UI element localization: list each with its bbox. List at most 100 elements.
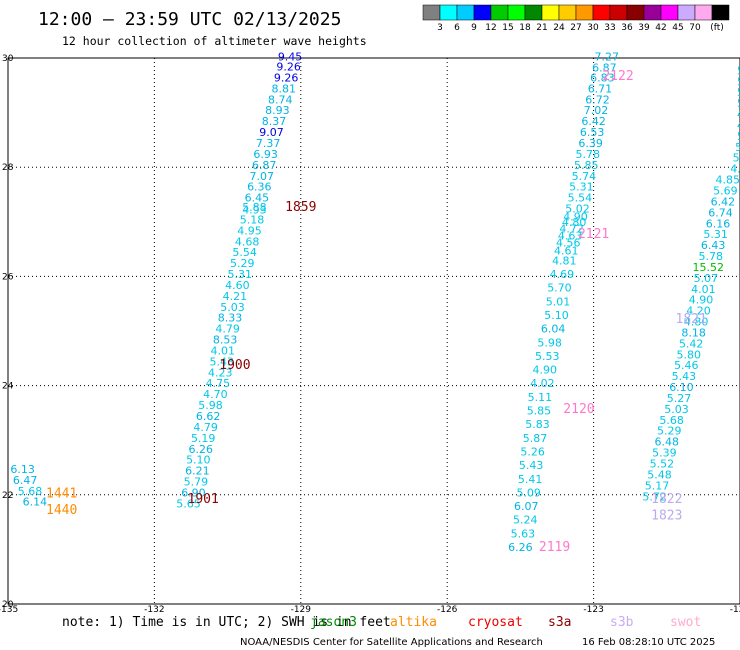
wave-height-point: 6.74 (708, 206, 733, 219)
wave-height-point: 9.26 (276, 61, 301, 74)
wave-height-point: 8.33 (218, 312, 243, 325)
wave-height-point: 4.80 (562, 216, 587, 229)
wave-height-point: 4.90 (563, 211, 588, 224)
wave-height-point: 5 (737, 75, 740, 88)
pass-time-label: 2120 (563, 402, 594, 417)
legend-label: 33 (604, 23, 615, 33)
wave-height-point: 6.14 (23, 496, 48, 509)
legend-label: 70 (689, 23, 701, 33)
wave-height-point: 5.26 (520, 445, 545, 458)
wave-height-point: 5.06 (737, 130, 740, 143)
wave-height-points: 9.459.269.268.818.748.938.379.077.376.93… (10, 51, 740, 554)
credit-text: NOAA/NESDIS Center for Satellite Applica… (240, 637, 543, 648)
legend-label: 21 (536, 23, 547, 33)
wave-height-point: 6.36 (247, 181, 272, 194)
wave-height-point: 5.46 (674, 359, 699, 372)
wave-height-point: 9.07 (259, 126, 284, 139)
legend-swatch (541, 4, 560, 21)
legend-swatch (677, 4, 696, 21)
wave-height-point: 5.10 (544, 309, 569, 322)
wave-height-point: 6.72 (585, 93, 610, 106)
pass-time-label: 2122 (602, 69, 633, 84)
y-tick-label: 28 (2, 163, 14, 173)
wave-height-point: 4.79 (215, 323, 240, 336)
wave-height-point: 5.39 (652, 447, 677, 460)
wave-height-point: 5.43 (519, 459, 544, 472)
pass-time-label: 1823 (651, 508, 682, 523)
wave-height-point: 5.19 (191, 432, 216, 445)
x-tick-label: -126 (437, 605, 458, 615)
wave-height-point: 4.01 (691, 283, 716, 296)
legend-swatch (694, 4, 713, 21)
note-text: note: 1) Time is in UTC; 2) SWH is in fe… (62, 615, 391, 630)
wave-height-point: 5.58 (733, 152, 740, 165)
legend-swatch (422, 4, 441, 21)
legend-swatch (592, 4, 611, 21)
wave-height-point: 5.48 (647, 468, 672, 481)
wave-height-point: 5.88 (242, 201, 267, 214)
color-legend: 3 6 9 12 15 18 21 24 27 30 33 36 39 42 45 70 (ft) (422, 4, 730, 33)
wave-height-point: 4.66 (730, 163, 740, 176)
legend-label: 30 (587, 23, 599, 33)
wave-height-point: 6.16 (706, 217, 731, 230)
wave-height-point: 6.87 (592, 62, 617, 75)
wave-height-point: 6.48 (655, 436, 680, 449)
wave-height-point: 4.20 (686, 305, 711, 318)
legend-label: 18 (519, 23, 531, 33)
wave-height-point: 5.87 (523, 432, 548, 445)
wave-height-point: 6.21 (185, 465, 210, 478)
wave-height-point: 4.75 (206, 377, 231, 390)
wave-height-point: 9.26 (274, 71, 299, 84)
wave-height-point: 4.61 (554, 245, 579, 258)
pass-time-label: 1822 (651, 492, 682, 507)
wave-height-point: 6.04 (541, 323, 566, 336)
wave-height-point: 7.27 (595, 51, 620, 64)
pass-time-label: 2121 (578, 227, 609, 242)
wave-height-point: 4.68 (235, 235, 260, 248)
wave-height-point: 5.43 (672, 370, 697, 383)
wave-height-point: 5.24 (513, 514, 538, 527)
wave-height-point: 4.60 (225, 279, 250, 292)
wave-height-point: 6.39 (578, 137, 603, 150)
wave-height-point: 6.42 (711, 195, 736, 208)
wave-height-point: 6.71 (588, 82, 613, 95)
pass-time-label: 1901 (188, 492, 219, 507)
legend-label: 9 (471, 23, 477, 33)
chart-subtitle: 12 hour collection of altimeter wave hei… (62, 34, 367, 48)
legend-swatch (456, 4, 475, 21)
wave-height-point: 5.72 (642, 490, 667, 503)
wave-height-point: 6.93 (253, 148, 278, 161)
wave-height-point: 5.78 (698, 250, 723, 263)
wave-height-point: 5. (737, 86, 740, 99)
wave-height-point: 5.85 (574, 159, 599, 172)
wave-height-point: 6.83 (590, 71, 615, 84)
satellite-legend: jason3 altika cryosat s3a s3b swot (310, 615, 701, 630)
y-tick-label: 20 (2, 600, 14, 610)
wave-height-point: 5.03 (220, 301, 245, 314)
legend-label: 27 (570, 23, 581, 33)
wave-height-point: 8.74 (268, 93, 293, 106)
wave-height-point: 4.93 (242, 204, 267, 217)
plot-frame (7, 57, 740, 605)
grid-lines (8, 58, 740, 604)
wave-height-point: 6.62 (196, 410, 221, 423)
wave-height-point: 6.87 (252, 159, 277, 172)
wave-height-point: 5.31 (228, 268, 253, 281)
wave-height-point: 6.07 (514, 500, 539, 513)
wave-height-point: 8.53 (213, 334, 238, 347)
wave-height-point: 6.42 (581, 115, 606, 128)
wave-height-point: 4.90 (689, 294, 714, 307)
legend-label: (ft) (710, 23, 724, 33)
axis-ticks: -135 -132 -129 -126 -123 -120 30 28 26 24 22 20 (0, 54, 740, 615)
chart-title: 12:00 — 23:59 UTC 02/13/2025 (38, 9, 341, 30)
wave-height-point: 6.26 (189, 443, 214, 456)
pass-time-label: 1859 (285, 200, 316, 215)
legend-label: 15 (502, 23, 513, 33)
wave-height-point: 4.23 (208, 366, 233, 379)
wave-height-point: 8.18 (681, 326, 706, 339)
x-tick-label: -135 (0, 605, 18, 615)
wave-height-point: 5 (737, 64, 740, 77)
wave-height-point: 9.45 (278, 51, 303, 64)
